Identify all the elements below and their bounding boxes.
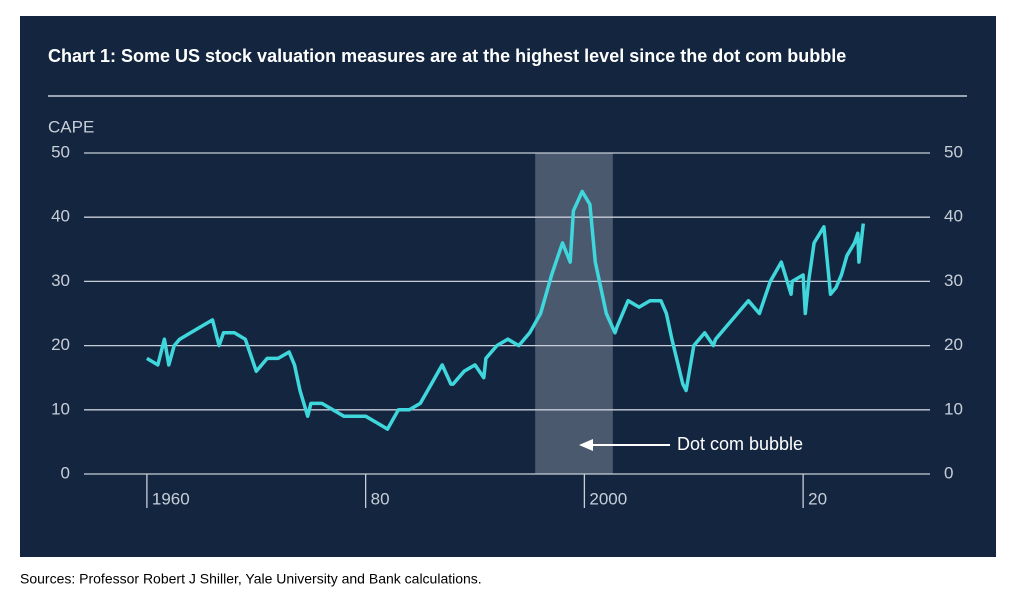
y-tick-label: 50: [51, 142, 70, 161]
chart-title: Chart 1: Some US stock valuation measure…: [48, 46, 846, 66]
annotation: Dot com bubble: [677, 434, 803, 454]
annotation-arrowhead: [579, 439, 593, 451]
y2-tick-label: 40: [944, 207, 963, 226]
y-tick-label: 20: [51, 335, 70, 354]
y-axis-label: CAPE: [48, 117, 94, 136]
y-tick-label: 10: [51, 399, 70, 418]
y-tick-label: 40: [51, 207, 70, 226]
y2-tick-label: 30: [944, 271, 963, 290]
x-tick-label: 80: [371, 489, 390, 508]
y2-tick-label: 10: [944, 399, 963, 418]
panel: [20, 16, 996, 557]
x-tick-label: 1960: [152, 489, 190, 508]
shaded-span: [535, 153, 613, 474]
y-tick-label: 0: [61, 463, 70, 482]
y2-tick-label: 20: [944, 335, 963, 354]
x-tick-label: 2000: [589, 489, 627, 508]
data-line: [146, 189, 866, 431]
y2-tick-label: 50: [944, 142, 963, 161]
y-tick-label: 30: [51, 271, 70, 290]
source-note: Sources: Professor Robert J Shiller, Yal…: [20, 571, 482, 587]
x-tick-label: 20: [808, 489, 827, 508]
y2-tick-label: 0: [944, 463, 953, 482]
